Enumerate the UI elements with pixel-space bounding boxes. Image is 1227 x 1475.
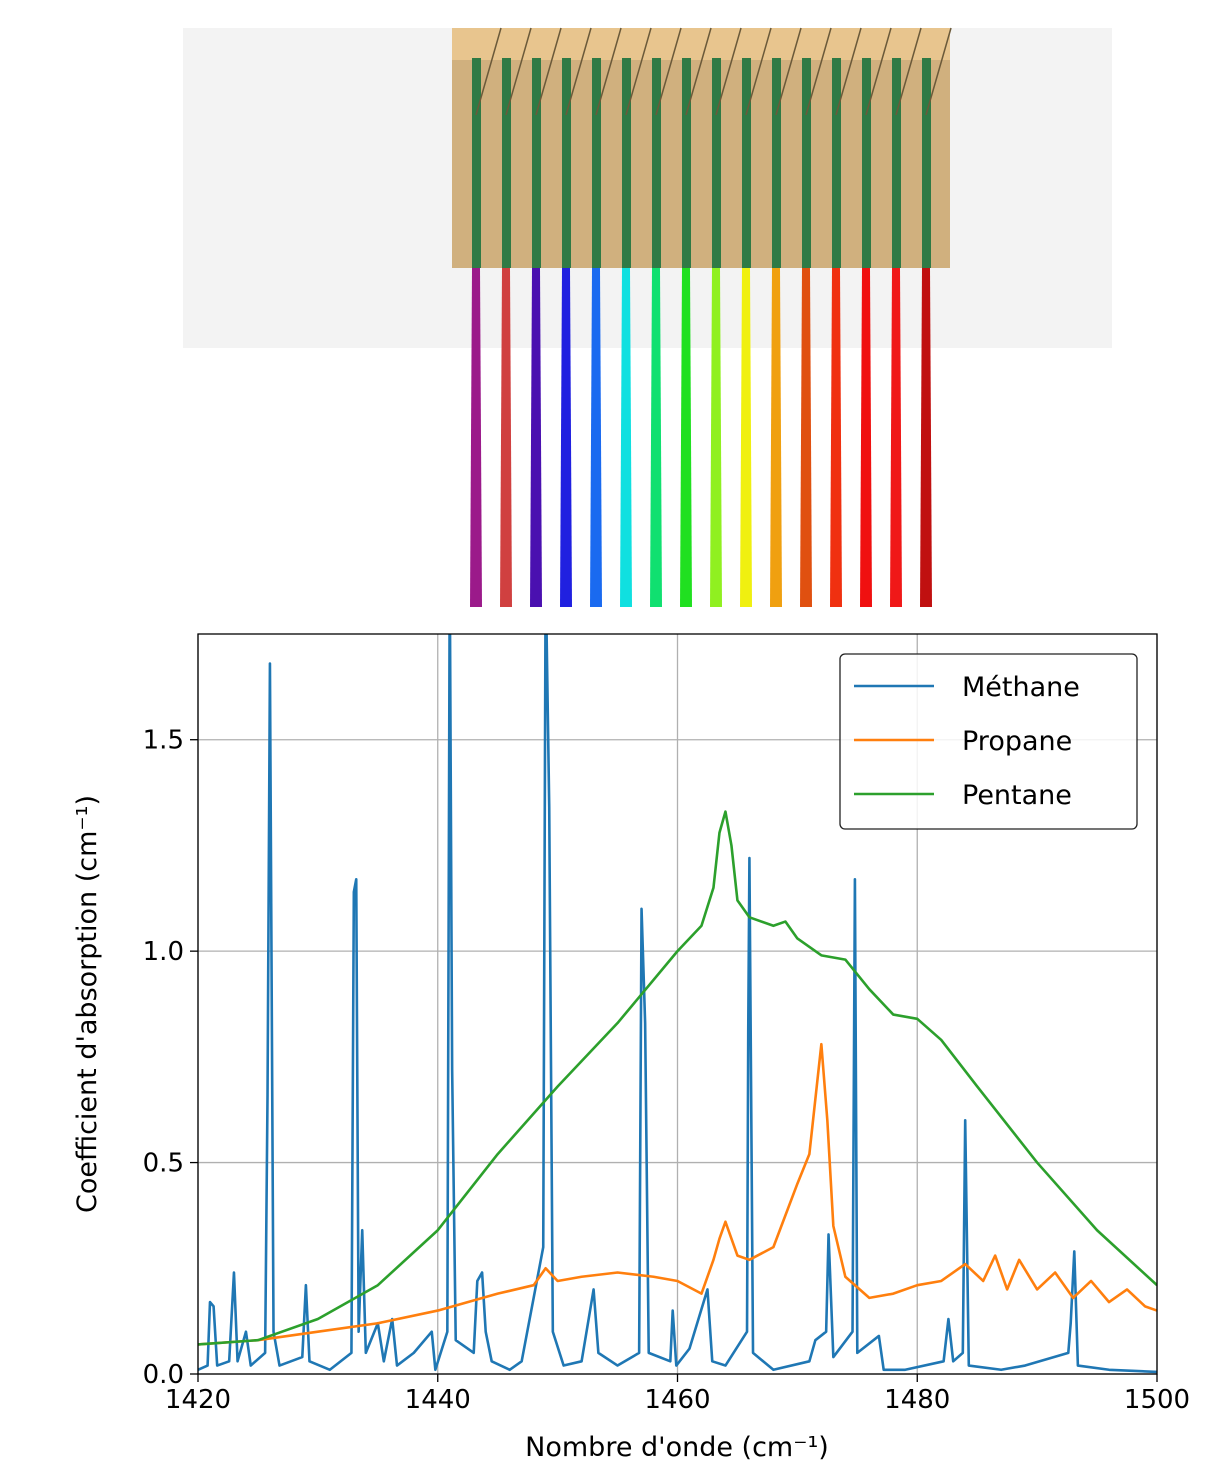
y-tick-label: 1.0 (143, 937, 184, 967)
waveguide (742, 58, 751, 268)
fiber (530, 268, 542, 607)
legend-label: Méthane (962, 672, 1080, 703)
wire (715, 27, 742, 116)
waveguide (922, 58, 931, 268)
wire (595, 27, 622, 116)
wire (805, 27, 832, 116)
waveguide (832, 58, 841, 268)
data-line (198, 810, 1157, 1346)
legend-label: Propane (962, 726, 1072, 757)
waveguide (712, 58, 721, 268)
fiber (800, 268, 812, 607)
x-axis-label: Nombre d'onde (cm⁻¹) (525, 1432, 829, 1463)
x-tick-label: 1420 (165, 1385, 231, 1415)
fiber (560, 268, 572, 607)
wire (895, 27, 922, 116)
fiber (770, 268, 782, 607)
wire (505, 27, 532, 116)
waveguide (502, 58, 511, 268)
y-tick-label: 0.5 (143, 1149, 184, 1179)
plot-frame (197, 633, 1158, 1375)
wire (625, 27, 652, 116)
x-tick-label: 1460 (644, 1385, 710, 1415)
fiber (860, 268, 872, 607)
device-illustration (183, 27, 1112, 607)
waveguide (622, 58, 631, 268)
wire (835, 27, 862, 116)
fiber (680, 268, 692, 607)
waveguide (472, 58, 481, 268)
wire (475, 27, 502, 116)
wire (535, 27, 562, 116)
fiber (710, 268, 722, 607)
y-tick-label: 1.5 (143, 726, 184, 756)
waveguide (682, 58, 691, 268)
fiber (470, 268, 482, 607)
fiber (830, 268, 842, 607)
waveguide (862, 58, 871, 268)
fiber (740, 268, 752, 607)
wire (775, 27, 802, 116)
y-tick-label: 0.0 (143, 1360, 184, 1390)
waveguide (532, 58, 541, 268)
wire (685, 27, 712, 116)
chip-shade (452, 60, 950, 268)
waveguide (562, 58, 571, 268)
wire (565, 27, 592, 116)
fiber (620, 268, 632, 607)
waveguide (592, 58, 601, 268)
waveguide (892, 58, 901, 268)
fiber (920, 268, 932, 607)
waveguide (652, 58, 661, 268)
waveguide (772, 58, 781, 268)
fiber (500, 268, 512, 607)
y-axis-label: Coefficient d'absorption (cm⁻¹) (72, 795, 103, 1213)
x-tick-label: 1500 (1124, 1385, 1190, 1415)
data-line (198, 1042, 1157, 1346)
fiber (590, 268, 602, 607)
wire (865, 27, 892, 116)
wire (925, 27, 952, 116)
legend-label: Pentane (962, 780, 1072, 811)
wire (745, 27, 772, 116)
x-tick-label: 1480 (884, 1385, 950, 1415)
fiber (650, 268, 662, 607)
wire (655, 27, 682, 116)
fiber (890, 268, 902, 607)
x-tick-label: 1440 (405, 1385, 471, 1415)
legend-box (839, 653, 1138, 830)
waveguide (802, 58, 811, 268)
